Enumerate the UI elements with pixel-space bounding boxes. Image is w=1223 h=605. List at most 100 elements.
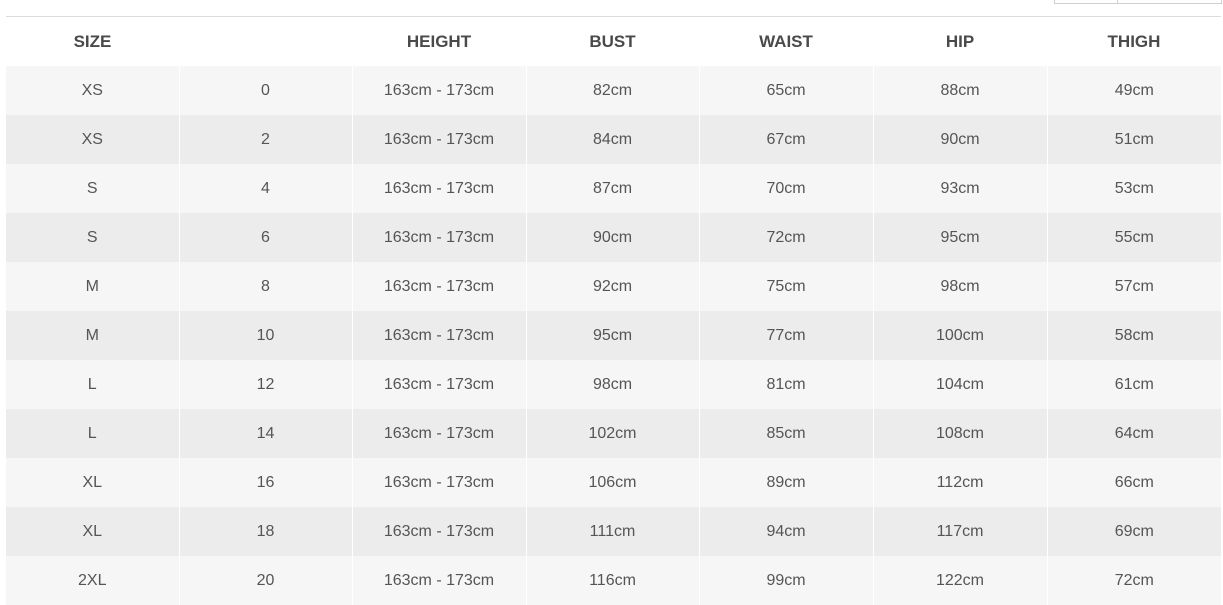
column-header-hip: HIP <box>873 17 1047 66</box>
cell-size: S <box>6 213 180 262</box>
cell-height: 163cm - 173cm <box>352 458 527 507</box>
cell-number: 20 <box>179 556 353 605</box>
table-row: S 4 163cm - 173cm 87cm 70cm 93cm 53cm <box>6 164 1221 213</box>
table-row: S 6 163cm - 173cm 90cm 72cm 95cm 55cm <box>6 213 1221 262</box>
table-row: 2XL 20 163cm - 173cm 116cm 99cm 122cm 72cm <box>6 556 1221 605</box>
column-header-size: SIZE <box>6 17 179 66</box>
cell-thigh: 58cm <box>1047 311 1221 360</box>
cell-bust: 82cm <box>526 66 700 115</box>
cell-number: 16 <box>179 458 353 507</box>
table-body: XS 0 163cm - 173cm 82cm 65cm 88cm 49cm XS 2 163cm… <box>6 66 1221 605</box>
cell-number: 8 <box>179 262 353 311</box>
cell-waist: 70cm <box>699 164 874 213</box>
cell-height: 163cm - 173cm <box>352 213 527 262</box>
table-row: XL 18 163cm - 173cm 111cm 94cm 117cm 69cm <box>6 507 1221 556</box>
cell-size: XS <box>6 115 180 164</box>
cell-waist: 81cm <box>699 360 874 409</box>
cell-bust: 102cm <box>526 409 700 458</box>
cell-size: XS <box>6 66 180 115</box>
table-row: L 14 163cm - 173cm 102cm 85cm 108cm 64cm <box>6 409 1221 458</box>
cell-size: M <box>6 262 180 311</box>
cell-thigh: 57cm <box>1047 262 1221 311</box>
cell-number: 14 <box>179 409 353 458</box>
table-row: M 10 163cm - 173cm 95cm 77cm 100cm 58cm <box>6 311 1221 360</box>
cell-height: 163cm - 173cm <box>352 556 527 605</box>
cell-waist: 67cm <box>699 115 874 164</box>
table-row: XS 2 163cm - 173cm 84cm 67cm 90cm 51cm <box>6 115 1221 164</box>
cell-size: S <box>6 164 180 213</box>
cell-number: 6 <box>179 213 353 262</box>
top-tab-strip <box>1054 0 1222 4</box>
cell-number: 12 <box>179 360 353 409</box>
cell-thigh: 64cm <box>1047 409 1221 458</box>
cell-thigh: 61cm <box>1047 360 1221 409</box>
cell-hip: 90cm <box>873 115 1048 164</box>
cell-waist: 65cm <box>699 66 874 115</box>
header-row: SIZE HEIGHT BUST WAIST HIP THIGH <box>6 17 1221 66</box>
cell-bust: 95cm <box>526 311 700 360</box>
cell-thigh: 66cm <box>1047 458 1221 507</box>
cell-hip: 95cm <box>873 213 1048 262</box>
cell-thigh: 51cm <box>1047 115 1221 164</box>
cell-hip: 93cm <box>873 164 1048 213</box>
cell-waist: 85cm <box>699 409 874 458</box>
cell-height: 163cm - 173cm <box>352 262 527 311</box>
cell-size: XL <box>6 507 180 556</box>
cell-height: 163cm - 173cm <box>352 409 527 458</box>
cell-bust: 84cm <box>526 115 700 164</box>
cell-height: 163cm - 173cm <box>352 66 527 115</box>
cell-hip: 100cm <box>873 311 1048 360</box>
cell-size: L <box>6 360 180 409</box>
cell-thigh: 49cm <box>1047 66 1221 115</box>
cell-number: 4 <box>179 164 353 213</box>
cell-hip: 88cm <box>873 66 1048 115</box>
cell-hip: 122cm <box>873 556 1048 605</box>
column-header-number <box>179 17 352 66</box>
cell-hip: 117cm <box>873 507 1048 556</box>
divider <box>6 16 1221 17</box>
cell-height: 163cm - 173cm <box>352 164 527 213</box>
column-header-waist: WAIST <box>699 17 873 66</box>
cell-bust: 116cm <box>526 556 700 605</box>
cell-thigh: 72cm <box>1047 556 1221 605</box>
cell-bust: 98cm <box>526 360 700 409</box>
size-chart-table: SIZE HEIGHT BUST WAIST HIP THIGH XS 0 163c… <box>6 17 1221 605</box>
table-row: L 12 163cm - 173cm 98cm 81cm 104cm 61cm <box>6 360 1221 409</box>
table-row: XS 0 163cm - 173cm 82cm 65cm 88cm 49cm <box>6 66 1221 115</box>
cell-bust: 90cm <box>526 213 700 262</box>
cell-waist: 94cm <box>699 507 874 556</box>
cell-size: L <box>6 409 180 458</box>
cell-size: 2XL <box>6 556 180 605</box>
cell-bust: 111cm <box>526 507 700 556</box>
table-row: XL 16 163cm - 173cm 106cm 89cm 112cm 66cm <box>6 458 1221 507</box>
cell-bust: 106cm <box>526 458 700 507</box>
cell-thigh: 55cm <box>1047 213 1221 262</box>
cell-height: 163cm - 173cm <box>352 115 527 164</box>
cell-thigh: 69cm <box>1047 507 1221 556</box>
cell-waist: 77cm <box>699 311 874 360</box>
cell-bust: 92cm <box>526 262 700 311</box>
cell-thigh: 53cm <box>1047 164 1221 213</box>
cell-waist: 72cm <box>699 213 874 262</box>
cell-size: M <box>6 311 180 360</box>
cell-number: 2 <box>179 115 353 164</box>
cell-hip: 104cm <box>873 360 1048 409</box>
cell-hip: 112cm <box>873 458 1048 507</box>
cell-number: 18 <box>179 507 353 556</box>
table-header: SIZE HEIGHT BUST WAIST HIP THIGH <box>6 17 1221 66</box>
cell-height: 163cm - 173cm <box>352 360 527 409</box>
cell-number: 10 <box>179 311 353 360</box>
cell-size: XL <box>6 458 180 507</box>
cell-waist: 99cm <box>699 556 874 605</box>
cell-hip: 98cm <box>873 262 1048 311</box>
column-header-thigh: THIGH <box>1047 17 1221 66</box>
column-header-bust: BUST <box>526 17 699 66</box>
tab-edge-right[interactable] <box>1118 0 1222 4</box>
cell-waist: 89cm <box>699 458 874 507</box>
cell-bust: 87cm <box>526 164 700 213</box>
cell-hip: 108cm <box>873 409 1048 458</box>
tab-edge-left[interactable] <box>1054 0 1118 4</box>
cell-height: 163cm - 173cm <box>352 507 527 556</box>
table-row: M 8 163cm - 173cm 92cm 75cm 98cm 57cm <box>6 262 1221 311</box>
cell-height: 163cm - 173cm <box>352 311 527 360</box>
